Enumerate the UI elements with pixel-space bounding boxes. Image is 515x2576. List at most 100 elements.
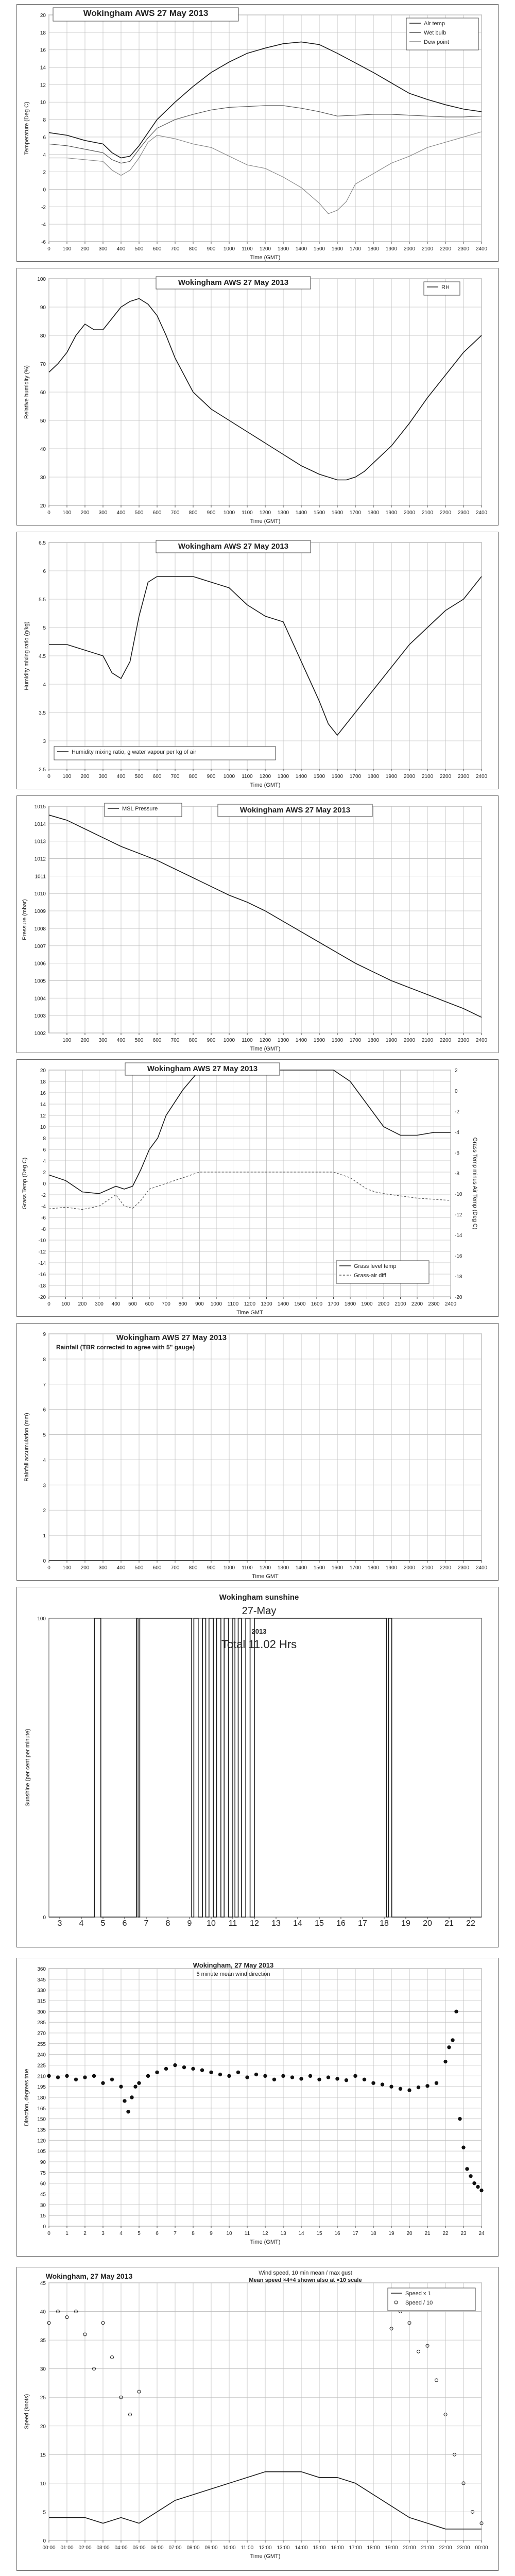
x-tick-label: 06:00: [150, 2545, 163, 2551]
y-tick-label: 1008: [35, 926, 46, 932]
series-line: [48, 105, 482, 164]
data-point: [200, 2068, 204, 2072]
x-tick-label: 600: [153, 1565, 162, 1571]
chart-rainfall: 0 1 2 3 4 5 6 7 8 9 0 100 200 300 400 500 600 700 800 900 10…: [24, 1332, 488, 1580]
x-tick-label: 1400: [278, 1301, 289, 1307]
x-tick-label: 2100: [422, 1565, 434, 1571]
y-tick-label: 4: [43, 682, 46, 688]
chart-mixing-ratio: 2.5 3 3.5 4 4.5 5 5.5 6 6.5 0 100 200 300 400 500 600 70…: [24, 540, 488, 788]
x-tick-label: 1800: [368, 774, 380, 779]
y-tick-label: 3: [43, 739, 46, 744]
x-tick-label: 14:00: [295, 2545, 307, 2551]
y-tick-label: 1005: [35, 978, 46, 984]
title-box: [156, 540, 311, 553]
y-tick-label: -4: [41, 1204, 46, 1210]
x-tick-label: 2: [83, 2231, 87, 2236]
y2-tick-label: -18: [455, 1274, 462, 1280]
panel-temperature: -6 -4 -2 0 2 4 6 8 10 12 14 16 18 20 0 100 200 300 400 500 6…: [16, 4, 499, 262]
legend-box: [54, 746, 276, 760]
x-tick-label: 700: [171, 246, 180, 252]
data-point: [155, 2070, 159, 2075]
y-tick-label: 1015: [35, 804, 46, 810]
x-tick-label: 1800: [368, 510, 380, 516]
x-tick-label: 600: [145, 1301, 154, 1307]
x-tick-label: 600: [153, 510, 162, 516]
x-tick-label: 400: [117, 774, 126, 779]
chart-annotation: Total 11.02 Hrs: [221, 1638, 297, 1651]
data-point: [308, 2074, 313, 2078]
data-point: [335, 2077, 339, 2081]
x-tick-label: 1500: [314, 774, 325, 779]
legend-label: RH: [441, 284, 450, 291]
x-tick-label: 2000: [404, 246, 416, 252]
y-tick-label: 20: [40, 503, 46, 509]
y-tick-label: 120: [37, 2138, 46, 2144]
x-tick-label: 17: [352, 2231, 358, 2236]
x-tick-label: 1200: [244, 1301, 256, 1307]
series-line: [48, 41, 482, 159]
y-tick-label: 45: [40, 2281, 46, 2286]
data-point: [123, 2099, 127, 2103]
x-tick-label: 10:00: [222, 2545, 235, 2551]
data-point: [389, 2084, 393, 2089]
x-tick-label: 1700: [350, 510, 362, 516]
y-tick-label: 45: [40, 2192, 46, 2198]
y-tick-label: 50: [40, 418, 46, 424]
legend-box: [104, 803, 182, 817]
chart-title: Wokingham AWS 27 May 2013: [116, 1333, 227, 1342]
data-point: [137, 2081, 141, 2085]
x-tick-label: 300: [95, 1301, 104, 1307]
x-tick-label: 2300: [458, 246, 470, 252]
y-axis-label: Pressure (mbar): [22, 899, 28, 940]
title-box: [125, 1062, 280, 1076]
x-tick-label: 1600: [332, 510, 344, 516]
data-point: [472, 2181, 476, 2185]
x-tick-label: 2100: [422, 510, 434, 516]
y-tick-label: 1010: [35, 891, 46, 897]
chart-grass-temp: -20-18-16-14-12-10-8-6-4-202468101214161…: [22, 1062, 478, 1316]
x-tick-label: 12: [250, 1919, 259, 1928]
legend-label: Speed / 10: [405, 2300, 433, 2306]
y-tick-label: 5: [43, 2510, 46, 2515]
x-tick-label: 1000: [224, 510, 235, 516]
data-point: [454, 2009, 458, 2014]
y-tick-label: 1007: [35, 944, 46, 950]
y-tick-label: 6: [43, 569, 46, 574]
x-axis-label: Time (GMT): [250, 2239, 281, 2245]
x-tick-label: 2000: [404, 510, 416, 516]
x-tick-label: 7: [144, 1919, 149, 1928]
x-tick-label: 11:00: [241, 2545, 254, 2551]
y-tick-label: 345: [37, 1977, 46, 1983]
x-tick-label: 15: [316, 2231, 322, 2236]
x-tick-label: 300: [99, 1038, 108, 1043]
x-tick-label: 2000: [378, 1301, 390, 1307]
data-point: [74, 2310, 78, 2314]
x-tick-label: 1900: [386, 510, 398, 516]
data-point: [407, 2321, 411, 2325]
y-tick-label: -12: [39, 1249, 46, 1255]
y2-tick-label: -14: [455, 1233, 462, 1239]
x-tick-label: 21: [424, 2231, 431, 2236]
series-line: [49, 2471, 482, 2530]
y-tick-label: 1004: [35, 996, 46, 1002]
y2-tick-label: -2: [455, 1109, 459, 1115]
x-tick-label: 2100: [394, 1301, 406, 1307]
data-point: [56, 2075, 60, 2079]
x-tick-label: 0: [47, 774, 50, 779]
x-tick-label: 14: [293, 1919, 302, 1928]
panel-pressure: 1002 1003 1004 1005 1006 1007 1008 1009 1010 1011…: [16, 795, 499, 1053]
y-tick-label: 2: [43, 1170, 46, 1176]
x-tick-label: 6: [156, 2231, 159, 2236]
x-tick-label: 2300: [458, 1565, 470, 1571]
chart-subtitle: 27-May: [242, 1605, 277, 1617]
x-tick-label: 0: [47, 246, 50, 252]
y-tick-label: 5.5: [39, 597, 46, 603]
y-tick-label: 100: [37, 1616, 46, 1622]
chart-subtitle-2: 2013: [252, 1628, 267, 1635]
y2-tick-label: 0: [455, 1089, 458, 1094]
x-tick-label: 2200: [440, 774, 452, 779]
y-axis-label: Temperature (Deg C): [24, 101, 30, 155]
x-tick-label: 1200: [260, 1038, 271, 1043]
y2-tick-label: -8: [455, 1171, 459, 1177]
data-point: [65, 2315, 69, 2319]
